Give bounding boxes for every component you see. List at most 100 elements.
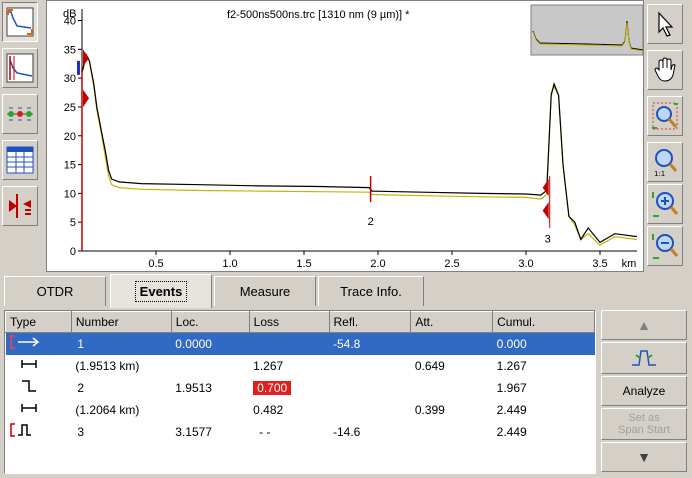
cell-loc: 1.9513 xyxy=(175,380,212,395)
zoom-out-icon[interactable] xyxy=(647,226,683,266)
linear-view-icon[interactable] xyxy=(2,94,38,134)
x-axis-unit: km xyxy=(622,258,637,270)
tab-events-label: Events xyxy=(134,281,188,302)
otdr-trace-graph[interactable]: dB 40 35 30 25 20 15 10 5 0 0.5 1.0 1.5 2.0 2.5 3.0 3.5 k… xyxy=(46,0,644,272)
set-as-span-start-button[interactable]: Set as Span Start xyxy=(601,408,687,440)
splice-loss-icon xyxy=(6,377,72,399)
cell-loc: 3.1577 xyxy=(175,424,212,439)
col-header-att[interactable]: Att. xyxy=(410,311,494,333)
y-tick-label: 40 xyxy=(64,16,76,28)
table-row[interactable]: (1.2064 km) 0.482 0.399 2.449 xyxy=(6,399,595,421)
pointer-icon[interactable] xyxy=(647,4,683,44)
col-header-refl[interactable]: Refl. xyxy=(328,311,412,333)
x-tick-label: 2.0 xyxy=(370,258,385,270)
x-tick-label: 2.5 xyxy=(444,258,459,270)
cell-number: (1.9513 km) xyxy=(75,358,140,373)
launch-marker-arrow xyxy=(83,49,89,67)
tab-trace-info[interactable]: Trace Info. xyxy=(318,276,424,306)
tab-events[interactable]: Events xyxy=(110,274,212,308)
cell-loss: 0.482 xyxy=(253,402,284,417)
table-row[interactable]: (1.9513 km) 1.267 0.649 1.267 xyxy=(6,355,595,377)
analyze-button[interactable]: Analyze xyxy=(601,376,687,406)
table-view-icon[interactable] xyxy=(2,140,38,180)
cell-refl: -14.6 xyxy=(333,424,361,439)
y-tick-label: 10 xyxy=(64,188,76,200)
y-tick-label: 20 xyxy=(64,131,76,143)
col-header-number[interactable]: Number xyxy=(70,311,172,333)
y-tick-label: 5 xyxy=(70,217,76,229)
triangle-down-icon: ▼ xyxy=(637,449,651,465)
cell-refl xyxy=(329,355,411,377)
cell-loss: 0.700 xyxy=(249,377,329,399)
launch-marker-arrow xyxy=(83,89,89,107)
cell-number: 2 xyxy=(77,380,85,395)
trace-zoom-icon[interactable] xyxy=(2,48,38,88)
hand-pan-icon[interactable] xyxy=(647,50,683,90)
cell-loc xyxy=(171,399,249,421)
tab-otdr-label: OTDR xyxy=(36,284,74,299)
cell-cumul: 1.967 xyxy=(496,380,527,395)
cell-att xyxy=(411,421,493,443)
cell-refl xyxy=(329,377,411,399)
cell-cumul: 2.449 xyxy=(496,424,527,439)
cell-cumul: 1.267 xyxy=(496,358,527,373)
col-header-cumul[interactable]: Cumul. xyxy=(492,311,595,333)
zoom-on-event-icon xyxy=(632,350,656,366)
cell-number: (1.2064 km) xyxy=(75,402,140,417)
scroll-up-button[interactable]: ▲ xyxy=(601,310,687,340)
level-marker xyxy=(77,60,80,75)
tab-otdr[interactable]: OTDR xyxy=(4,276,106,306)
cell-cumul: 2.449 xyxy=(496,402,527,417)
table-row[interactable]: 2 1.9513 0.700 1.967 xyxy=(6,377,595,399)
cell-att xyxy=(410,332,493,355)
trace-line-yellow xyxy=(81,56,638,246)
loss-fail-badge: 0.700 xyxy=(253,380,292,395)
cell-number: 3 xyxy=(77,424,85,439)
col-header-type[interactable]: Type xyxy=(5,311,72,333)
table-row[interactable]: 3 3.1577 - - -14.6 2.449 xyxy=(6,421,595,443)
y-tick-label: 35 xyxy=(64,44,76,56)
x-tick-label: 1.0 xyxy=(222,258,237,270)
event-marker-icon[interactable] xyxy=(2,186,38,226)
tab-measure-label: Measure xyxy=(239,284,291,299)
set-span-line2: Span Start xyxy=(618,424,670,436)
full-trace-view-icon[interactable] xyxy=(2,2,38,42)
fiber-section-icon xyxy=(6,399,72,421)
tab-measure[interactable]: Measure xyxy=(214,276,316,306)
x-tick-label: 1.5 xyxy=(296,258,311,270)
zoom-1-1-icon[interactable]: 1:1 xyxy=(647,142,683,182)
cell-cumul: 0.000 xyxy=(492,332,595,355)
cell-loss: 1.267 xyxy=(253,358,284,373)
table-row[interactable]: 1 0.0000 -54.8 0.000 xyxy=(5,332,595,355)
triangle-up-icon: ▲ xyxy=(637,317,651,333)
right-toolbar: 1:1 xyxy=(645,0,692,270)
scroll-down-button[interactable]: ▼ xyxy=(601,442,687,472)
left-toolbar xyxy=(0,0,46,270)
y-tick-label: 25 xyxy=(64,102,76,114)
tab-bar: OTDR Events Measure Trace Info. xyxy=(0,274,692,308)
overview-inset[interactable] xyxy=(530,4,643,56)
table-header-row: Type Number Loc. Loss Refl. Att. Cumul. xyxy=(5,311,595,333)
cell-loc xyxy=(171,355,249,377)
zoom-area-icon[interactable] xyxy=(647,96,683,136)
end-reflective-event-icon xyxy=(6,421,72,443)
zoom-on-event-button[interactable] xyxy=(601,342,687,374)
cell-loss: - - xyxy=(259,424,271,439)
event-marker-arrow[interactable] xyxy=(542,178,549,197)
cell-att: 0.399 xyxy=(414,402,445,417)
event-marker-label: 2 xyxy=(368,216,374,228)
col-header-loss[interactable]: Loss xyxy=(248,311,330,333)
zoom-in-icon[interactable] xyxy=(647,184,683,224)
x-tick-label: 0.5 xyxy=(148,258,163,270)
events-side-buttons: ▲ Analyze Set as Span Start ▼ xyxy=(601,310,687,474)
x-tick-label: 3.5 xyxy=(592,258,607,270)
cell-att: 0.649 xyxy=(414,358,445,373)
event-marker-arrow[interactable] xyxy=(542,202,549,220)
y-tick-label: 15 xyxy=(64,160,76,172)
col-header-loc[interactable]: Loc. xyxy=(170,311,250,333)
events-table: Type Number Loc. Loss Refl. Att. Cumul. … xyxy=(5,311,595,443)
cell-refl xyxy=(329,399,411,421)
y-axis-unit: dB xyxy=(63,8,76,20)
cell-att xyxy=(411,377,493,399)
